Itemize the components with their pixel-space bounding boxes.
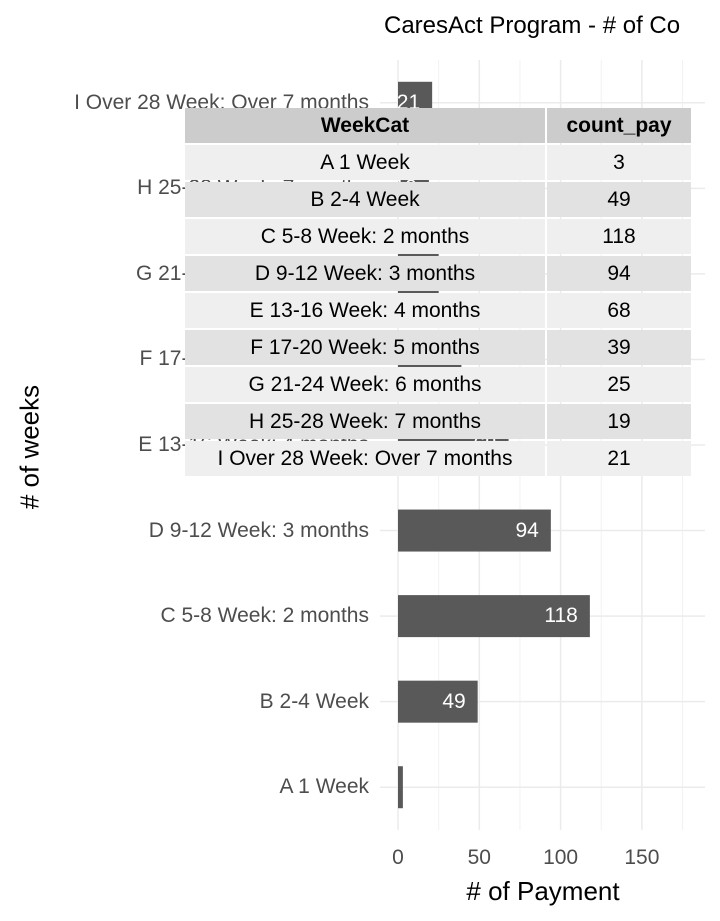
table-cell-weekcat: E 13-16 Week: 4 months — [185, 293, 545, 328]
table-cell-count: 94 — [547, 256, 691, 291]
table-row: E 13-16 Week: 4 months 68 — [185, 293, 691, 328]
table-cell-weekcat: I Over 28 Week: Over 7 months — [185, 441, 545, 476]
table-row: G 21-24 Week: 6 months 25 — [185, 367, 691, 402]
data-table: WeekCat count_pay A 1 Week 3 B 2-4 Week … — [183, 106, 693, 478]
table-cell-weekcat: C 5-8 Week: 2 months — [185, 219, 545, 254]
table-cell-count: 25 — [547, 367, 691, 402]
table-header-weekcat: WeekCat — [185, 108, 545, 143]
table-row: C 5-8 Week: 2 months 118 — [185, 219, 691, 254]
bar-value-label: 118 — [544, 604, 578, 628]
table-header-count-pay: count_pay — [547, 108, 691, 143]
bar — [398, 680, 478, 723]
bar — [398, 766, 403, 809]
x-tick-label: 0 — [392, 846, 404, 869]
bar-value-label: 49 — [442, 689, 466, 713]
bar — [398, 509, 551, 552]
table-row: A 1 Week 3 — [185, 145, 691, 180]
y-tick-label: C 5-8 Week: 2 months — [160, 604, 369, 628]
table-cell-weekcat: A 1 Week — [185, 145, 545, 180]
table-row: D 9-12 Week: 3 months 94 — [185, 256, 691, 291]
table-row: B 2-4 Week 49 — [185, 182, 691, 217]
table-cell-weekcat: G 21-24 Week: 6 months — [185, 367, 545, 402]
bar-value-label: 94 — [515, 518, 539, 542]
x-tick-label: 150 — [624, 846, 660, 869]
table-cell-weekcat: D 9-12 Week: 3 months — [185, 256, 545, 291]
table-row: H 25-28 Week: 7 months 19 — [185, 404, 691, 439]
y-axis-label: # of weeks — [14, 384, 45, 510]
table-cell-count: 21 — [547, 441, 691, 476]
y-tick-label: A 1 Week — [279, 775, 370, 799]
y-tick-label: D 9-12 Week: 3 months — [148, 518, 369, 542]
table-cell-count: 49 — [547, 182, 691, 217]
x-tick-label: 100 — [543, 846, 579, 869]
x-tick-label: 50 — [467, 846, 491, 869]
table-row: F 17-20 Week: 5 months 39 — [185, 330, 691, 365]
x-axis-label: # of Payment — [466, 876, 620, 906]
table-cell-count: 118 — [547, 219, 691, 254]
table-cell-count: 68 — [547, 293, 691, 328]
table-cell-count: 3 — [547, 145, 691, 180]
table-cell-count: 19 — [547, 404, 691, 439]
table-cell-weekcat: F 17-20 Week: 5 months — [185, 330, 545, 365]
table-cell-weekcat: H 25-28 Week: 7 months — [185, 404, 545, 439]
table-cell-count: 39 — [547, 330, 691, 365]
bar — [398, 595, 590, 638]
table-row: I Over 28 Week: Over 7 months 21 — [185, 441, 691, 476]
y-tick-label: B 2-4 Week — [259, 689, 369, 713]
table-cell-weekcat: B 2-4 Week — [185, 182, 545, 217]
chart-title: CaresAct Program - # of Co — [384, 12, 681, 39]
